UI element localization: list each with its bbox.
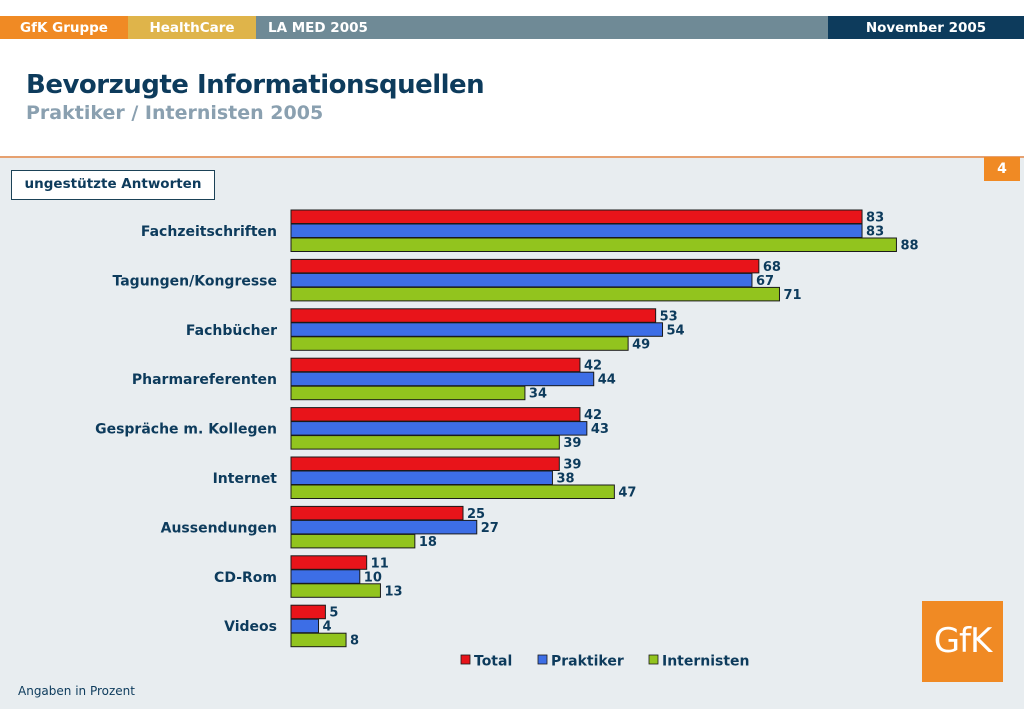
- data-label: 27: [481, 521, 499, 536]
- data-label: 71: [783, 288, 801, 303]
- bar-internisten: [290, 435, 560, 450]
- bar-praktiker: [290, 618, 320, 634]
- banner-gfk-gruppe: GfK Gruppe: [0, 16, 128, 39]
- category-label: Videos: [224, 619, 277, 635]
- legend-label-total: Total: [474, 654, 512, 670]
- data-label: 38: [556, 472, 574, 487]
- data-label: 42: [584, 359, 602, 374]
- slide-title: Bevorzugte Informationsquellen: [26, 70, 485, 100]
- bar-total: [290, 505, 464, 521]
- gfk-logo: GfK: [922, 601, 1003, 682]
- bar-internisten: [290, 632, 347, 648]
- header-divider: [0, 156, 1024, 158]
- data-label: 18: [419, 535, 437, 550]
- bar-praktiker: [290, 223, 863, 238]
- data-label: 83: [866, 211, 884, 226]
- category-label: CD-Rom: [214, 570, 277, 586]
- legend-label-internisten: Internisten: [662, 654, 750, 670]
- bar-total: [290, 456, 560, 471]
- bar-praktiker: [290, 421, 588, 436]
- bar-total: [290, 357, 581, 373]
- data-label: 4: [323, 620, 332, 635]
- data-label: 34: [529, 387, 547, 402]
- bar-total: [290, 555, 368, 570]
- data-label: 49: [632, 337, 650, 352]
- data-label: 53: [660, 309, 678, 324]
- banner-date: November 2005: [828, 16, 1024, 39]
- top-banner: GfK Gruppe HealthCare LA MED 2005 Novemb…: [0, 16, 1024, 39]
- legend-swatch-internisten: [648, 654, 659, 665]
- category-label: Aussendungen: [161, 520, 277, 536]
- data-label: 42: [584, 408, 602, 423]
- slide-subtitle: Praktiker / Internisten 2005: [26, 102, 324, 124]
- legend-swatch-praktiker: [537, 654, 548, 665]
- category-label: Gespräche m. Kollegen: [95, 422, 277, 438]
- footnote: Angaben in Prozent: [18, 684, 135, 698]
- category-label: Tagungen/Kongresse: [112, 273, 277, 289]
- answer-type-badge: ungestützte Antworten: [11, 170, 215, 200]
- category-label: Fachzeitschriften: [141, 224, 277, 240]
- data-label: 10: [364, 570, 382, 585]
- bar-total: [290, 604, 326, 620]
- category-label: Pharmareferenten: [132, 372, 277, 388]
- data-label: 43: [591, 422, 609, 437]
- data-label: 44: [598, 373, 616, 388]
- bar-praktiker: [290, 470, 553, 485]
- bar-total: [290, 209, 863, 224]
- bar-internisten: [290, 237, 897, 252]
- bar-internisten: [290, 583, 381, 598]
- data-label: 8: [350, 634, 359, 649]
- banner-healthcare: HealthCare: [128, 16, 256, 39]
- legend-swatch-total: [460, 654, 471, 665]
- data-label: 47: [618, 486, 636, 501]
- bar-praktiker: [290, 322, 664, 337]
- bar-internisten: [290, 533, 416, 549]
- data-label: 39: [563, 436, 581, 451]
- bar-total: [290, 308, 657, 323]
- data-label: 68: [763, 260, 781, 275]
- legend-label-praktiker: Praktiker: [551, 654, 624, 670]
- bar-praktiker: [290, 272, 753, 288]
- bar-total: [290, 258, 760, 274]
- data-label: 11: [371, 556, 389, 571]
- data-label: 25: [467, 507, 485, 522]
- bar-praktiker: [290, 569, 361, 584]
- data-label: 67: [756, 274, 774, 289]
- banner-la-med: LA MED 2005: [256, 16, 828, 39]
- page-number: 4: [984, 157, 1020, 181]
- data-label: 88: [900, 239, 918, 254]
- category-label: Internet: [213, 471, 278, 487]
- data-label: 83: [866, 225, 884, 240]
- data-label: 13: [384, 584, 402, 599]
- bar-internisten: [290, 484, 615, 499]
- data-label: 39: [563, 458, 581, 473]
- bar-internisten: [290, 336, 629, 351]
- bar-praktiker: [290, 519, 478, 535]
- data-label: 5: [329, 606, 338, 621]
- bar-internisten: [290, 286, 780, 302]
- data-label: 54: [667, 323, 685, 338]
- bar-total: [290, 407, 581, 422]
- category-label: Fachbücher: [186, 323, 277, 339]
- bar-internisten: [290, 385, 526, 401]
- bar-praktiker: [290, 371, 595, 387]
